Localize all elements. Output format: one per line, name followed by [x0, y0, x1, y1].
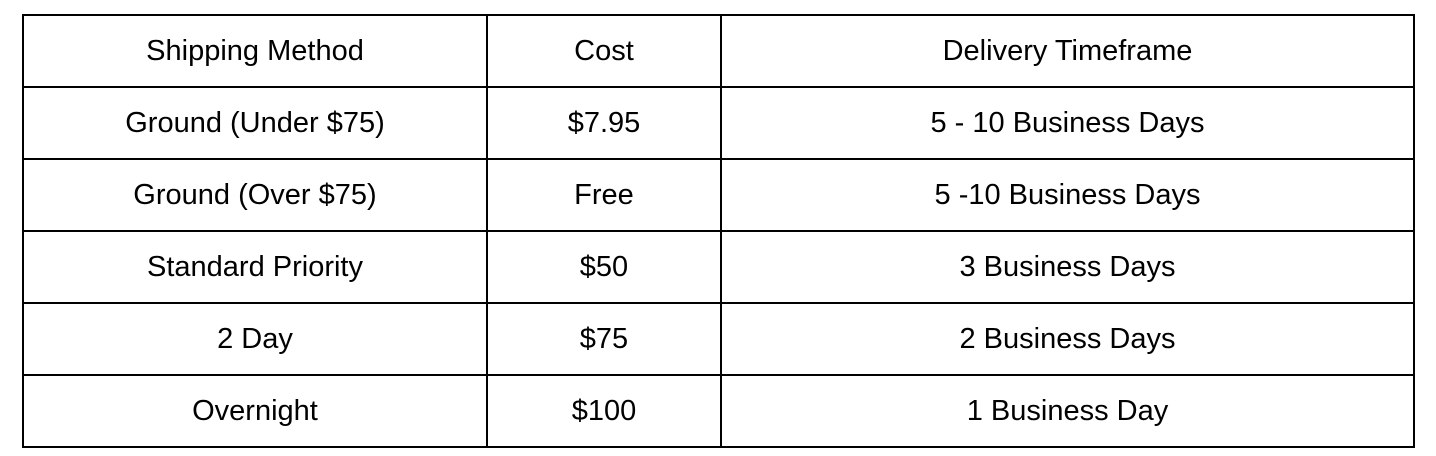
- cell-delivery-timeframe: 1 Business Day: [720, 374, 1415, 448]
- cell-shipping-method: Overnight: [22, 374, 488, 448]
- table-row: Ground (Over $75) Free 5 -10 Business Da…: [22, 158, 1415, 232]
- cell-shipping-method: 2 Day: [22, 302, 488, 376]
- cell-delivery-timeframe: 5 - 10 Business Days: [720, 86, 1415, 160]
- table-row: 2 Day $75 2 Business Days: [22, 302, 1415, 376]
- cell-cost: $50: [486, 230, 722, 304]
- table-row: Overnight $100 1 Business Day: [22, 374, 1415, 448]
- cell-delivery-timeframe: 2 Business Days: [720, 302, 1415, 376]
- header-cost: Cost: [486, 14, 722, 88]
- cell-delivery-timeframe: 5 -10 Business Days: [720, 158, 1415, 232]
- cell-cost: $75: [486, 302, 722, 376]
- shipping-table: Shipping Method Cost Delivery Timeframe …: [22, 14, 1415, 448]
- cell-delivery-timeframe: 3 Business Days: [720, 230, 1415, 304]
- header-delivery-timeframe: Delivery Timeframe: [720, 14, 1415, 88]
- cell-shipping-method: Ground (Under $75): [22, 86, 488, 160]
- header-shipping-method: Shipping Method: [22, 14, 488, 88]
- header-row: Shipping Method Cost Delivery Timeframe: [22, 14, 1415, 88]
- table-row: Standard Priority $50 3 Business Days: [22, 230, 1415, 304]
- cell-cost: Free: [486, 158, 722, 232]
- cell-cost: $100: [486, 374, 722, 448]
- cell-shipping-method: Ground (Over $75): [22, 158, 488, 232]
- cell-shipping-method: Standard Priority: [22, 230, 488, 304]
- table-row: Ground (Under $75) $7.95 5 - 10 Business…: [22, 86, 1415, 160]
- cell-cost: $7.95: [486, 86, 722, 160]
